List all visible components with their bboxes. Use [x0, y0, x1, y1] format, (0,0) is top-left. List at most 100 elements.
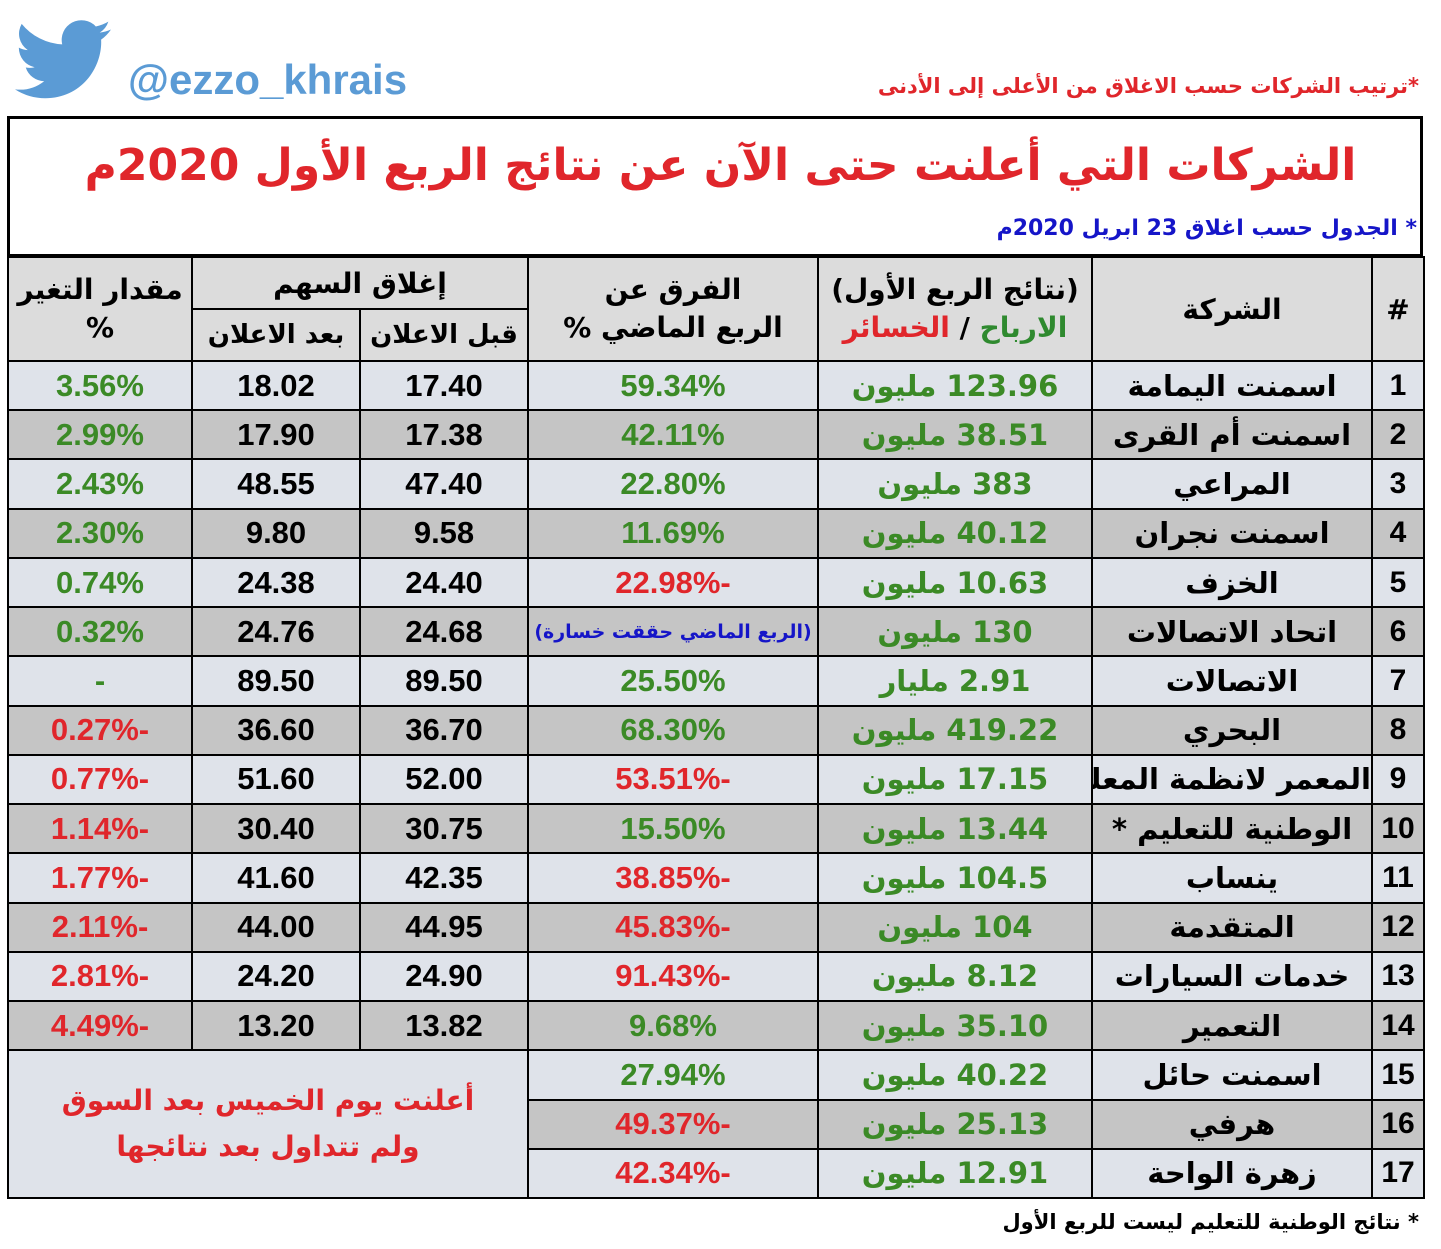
header-diff: الفرق عن الربع الماضي % — [527, 256, 819, 362]
close-before: 24.90 — [359, 950, 529, 1003]
header-company: الشركة — [1091, 256, 1373, 362]
close-after: 18.02 — [191, 359, 361, 412]
late-note-line1: أعلنت يوم الخميس بعد السوق — [61, 1083, 475, 1117]
quarter-result: 12.91 مليون — [817, 1147, 1093, 1200]
quarter-result: 40.22 مليون — [817, 1049, 1093, 1101]
quarter-result: 13.44 مليون — [817, 803, 1093, 855]
quarter-diff: -53.51% — [527, 753, 819, 806]
row-index: 12 — [1371, 901, 1425, 953]
table-row: 3 المراعي 383 مليون 22.80% 47.40 48.55 2.43% — [7, 458, 1425, 510]
company-name: البحري — [1091, 704, 1373, 756]
row-index: 17 — [1371, 1147, 1425, 1200]
close-after: 17.90 — [191, 409, 361, 461]
close-after: 44.00 — [191, 901, 361, 953]
quarter-diff: 9.68% — [527, 1000, 819, 1052]
company-name: اتحاد الاتصالات — [1091, 606, 1373, 658]
quarter-result: 104 مليون — [817, 901, 1093, 953]
header-diff-line1: الفرق عن — [604, 273, 742, 307]
quarter-result: 25.13 مليون — [817, 1098, 1093, 1150]
close-before: 36.70 — [359, 704, 529, 756]
table-body: 1 اسمنت اليمامة 123.96 مليون 59.34% 17.40 18.… — [7, 359, 1425, 1200]
late-announcement-note: أعلنت يوم الخميس بعد السوق ولم تتداول بعد… — [7, 1049, 529, 1199]
close-after: 24.20 — [191, 950, 361, 1003]
header-change-line1: مقدار التغير — [17, 273, 183, 307]
header-loss-label: الخسائر — [842, 311, 950, 344]
company-name: زهرة الواحة — [1091, 1147, 1373, 1200]
company-name: هرفي — [1091, 1098, 1373, 1150]
header-change-line2: % — [85, 311, 115, 344]
company-name: المراعي — [1091, 458, 1373, 510]
quarter-result: 383 مليون — [817, 458, 1093, 510]
quarter-diff: 27.94% — [527, 1049, 819, 1101]
row-index: 7 — [1371, 655, 1425, 707]
table-row: 1 اسمنت اليمامة 123.96 مليون 59.34% 17.40 18.… — [7, 359, 1425, 412]
quarter-diff: 15.50% — [527, 803, 819, 855]
row-index: 10 — [1371, 803, 1425, 855]
change-percent: 2.99% — [7, 409, 193, 461]
change-percent: 2.30% — [7, 507, 193, 559]
row-index: 2 — [1371, 409, 1425, 461]
close-after: 9.80 — [191, 507, 361, 559]
change-percent: -0.27% — [7, 704, 193, 756]
quarter-diff: -91.43% — [527, 950, 819, 1003]
change-percent: 0.74% — [7, 556, 193, 609]
quarter-diff: (الربع الماضي حققت خسارة) — [527, 606, 819, 658]
company-name: الوطنية للتعليم * — [1091, 803, 1373, 855]
close-after: 48.55 — [191, 458, 361, 510]
quarter-diff: -22.98% — [527, 556, 819, 609]
row-index: 3 — [1371, 458, 1425, 510]
sort-note: *ترتيب الشركات حسب الاغلاق من الأعلى إلى… — [877, 74, 1419, 98]
change-percent: -0.77% — [7, 753, 193, 806]
close-before: 9.58 — [359, 507, 529, 559]
quarter-diff: 25.50% — [527, 655, 819, 707]
row-index: 1 — [1371, 359, 1425, 412]
late-note-line2: ولم تتداول بعد نتائجها — [116, 1130, 420, 1164]
change-percent: -2.81% — [7, 950, 193, 1003]
company-name: اسمنت اليمامة — [1091, 359, 1373, 412]
quarter-result: 17.15 مليون — [817, 753, 1093, 806]
table-row: 5 الخزف 10.63 مليون -22.98% 24.40 24.38 0.74% — [7, 556, 1425, 609]
twitter-bird-icon — [15, 20, 111, 99]
company-name: اسمنت حائل — [1091, 1049, 1373, 1101]
twitter-handle[interactable]: @ezzo_khrais — [128, 56, 408, 103]
quarter-diff: 42.11% — [527, 409, 819, 461]
row-index: 9 — [1371, 753, 1425, 806]
results-table: # الشركة (نتائج الربع الأول) الارباح / ا… — [7, 256, 1425, 1200]
quarter-diff: -38.85% — [527, 852, 819, 904]
quarter-result: 10.63 مليون — [817, 556, 1093, 609]
close-before: 44.95 — [359, 901, 529, 953]
table-row: 11 ينساب 104.5 مليون -38.85% 42.35 41.60 -1.77… — [7, 852, 1425, 904]
close-before: 13.82 — [359, 1000, 529, 1052]
quarter-result: 130 مليون — [817, 606, 1093, 658]
header-index: # — [1371, 256, 1425, 362]
close-after: 30.40 — [191, 803, 361, 855]
close-after: 51.60 — [191, 753, 361, 806]
table-row: 13 خدمات السيارات 8.12 مليون -91.43% 24.90 24… — [7, 950, 1425, 1003]
change-percent: -4.49% — [7, 1000, 193, 1052]
company-name: اسمنت نجران — [1091, 507, 1373, 559]
company-name: التعمير — [1091, 1000, 1373, 1052]
header-change: مقدار التغير % — [7, 256, 193, 362]
close-before: 42.35 — [359, 852, 529, 904]
quarter-result: 2.91 مليار — [817, 655, 1093, 707]
company-name: المتقدمة — [1091, 901, 1373, 953]
row-index: 15 — [1371, 1049, 1425, 1101]
close-before: 47.40 — [359, 458, 529, 510]
row-index: 16 — [1371, 1098, 1425, 1150]
quarter-result: 38.51 مليون — [817, 409, 1093, 461]
footnote: * نتائج الوطنية للتعليم ليست للربع الأول — [1002, 1210, 1419, 1234]
page-title: الشركات التي أعلنت حتى الآن عن نتائج الر… — [84, 140, 1357, 191]
change-percent: 2.43% — [7, 458, 193, 510]
header-close-group: إغلاق السهم — [191, 256, 529, 310]
quarter-result: 419.22 مليون — [817, 704, 1093, 756]
table-row: 4 اسمنت نجران 40.12 مليون 11.69% 9.58 9.80 2.3… — [7, 507, 1425, 559]
table-row: 10 الوطنية للتعليم * 13.44 مليون 15.50% 30.7… — [7, 803, 1425, 855]
company-name: الاتصالات — [1091, 655, 1373, 707]
company-name: المعمر لانظمة المعلومات — [1091, 753, 1373, 806]
change-percent: 3.56% — [7, 359, 193, 412]
company-name: اسمنت أم القرى — [1091, 409, 1373, 461]
quarter-diff: 59.34% — [527, 359, 819, 412]
table-row: 8 البحري 419.22 مليون 68.30% 36.70 36.60 -0.27… — [7, 704, 1425, 756]
close-after: 13.20 — [191, 1000, 361, 1052]
